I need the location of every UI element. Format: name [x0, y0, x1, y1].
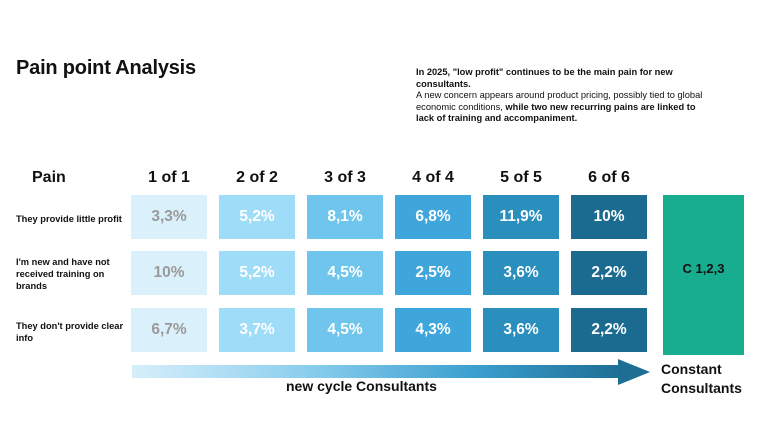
row-label-no-clear-info: They don't provide clear info — [16, 321, 124, 343]
cell-r1-c5: 11,9% — [483, 195, 559, 239]
arrow-shaft — [132, 365, 622, 378]
summary-line-2-bold: while two new recurring pains are linked… — [416, 101, 696, 124]
page-title: Pain point Analysis — [16, 57, 196, 79]
cell-r2-c1: 10% — [131, 251, 207, 295]
cell-r3-c4: 4,3% — [395, 308, 471, 352]
cell-r1-c2: 5,2% — [219, 195, 295, 239]
cell-r2-c6: 2,2% — [571, 251, 647, 295]
pain-column-header: Pain — [32, 169, 66, 186]
row-label-little-profit: They provide little profit — [16, 214, 122, 224]
cell-r2-c2: 5,2% — [219, 251, 295, 295]
constant-consultants-box: C 1,2,3 — [663, 195, 744, 355]
constant-code: C 1,2,3 — [682, 261, 725, 276]
cycle-arrow — [132, 359, 650, 385]
constant-label: Constant Consultants — [661, 360, 742, 398]
summary-line-2: A new concern appears around product pri… — [416, 90, 703, 112]
cycle-header-6: 6 of 6 — [588, 169, 630, 186]
cell-r3-c5: 3,6% — [483, 308, 559, 352]
constant-label-line-2: Consultants — [661, 380, 742, 396]
row-label-no-training: I'm new and have not received training o… — [16, 257, 110, 291]
cell-r3-c2: 3,7% — [219, 308, 295, 352]
summary-text: In 2025, "low profit" continues to be th… — [416, 67, 716, 125]
cycle-header-4: 4 of 4 — [412, 169, 454, 186]
cell-r2-c4: 2,5% — [395, 251, 471, 295]
arrow-right-icon — [618, 359, 650, 385]
constant-label-line-1: Constant — [661, 361, 722, 377]
cycle-header-1: 1 of 1 — [148, 169, 190, 186]
cell-r2-c5: 3,6% — [483, 251, 559, 295]
cell-r1-c3: 8,1% — [307, 195, 383, 239]
cell-r1-c1: 3,3% — [131, 195, 207, 239]
cycle-header-2: 2 of 2 — [236, 169, 278, 186]
summary-line-1: In 2025, "low profit" continues to be th… — [416, 67, 673, 89]
cell-r3-c6: 2,2% — [571, 308, 647, 352]
cell-r1-c4: 6,8% — [395, 195, 471, 239]
cell-r3-c1: 6,7% — [131, 308, 207, 352]
cycle-header-5: 5 of 5 — [500, 169, 542, 186]
cell-r2-c3: 4,5% — [307, 251, 383, 295]
cell-r3-c3: 4,5% — [307, 308, 383, 352]
cycle-header-3: 3 of 3 — [324, 169, 366, 186]
cell-r1-c6: 10% — [571, 195, 647, 239]
arrow-label: new cycle Consultants — [286, 378, 437, 394]
